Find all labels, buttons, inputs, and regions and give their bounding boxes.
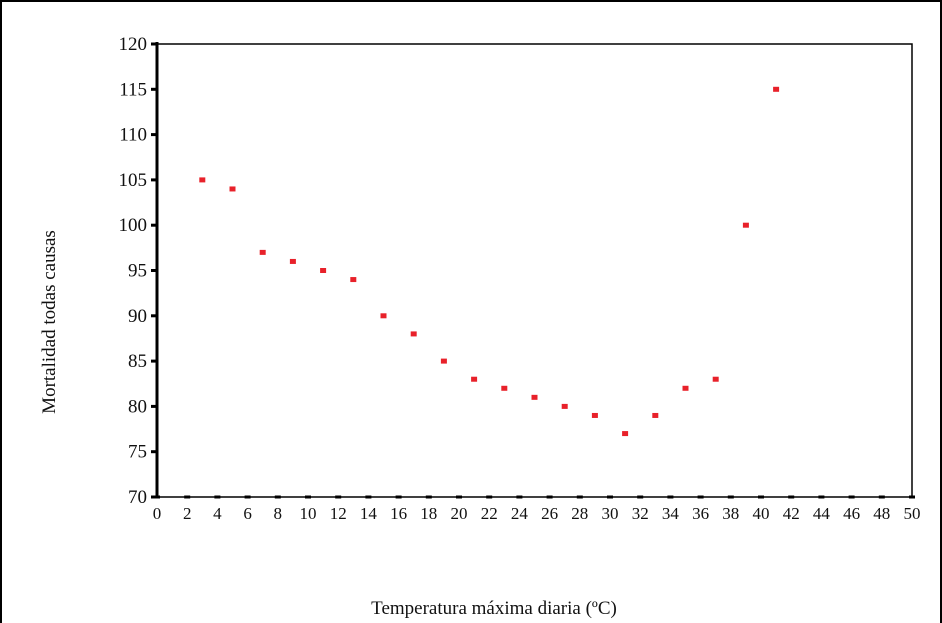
x-tick-label: 26	[541, 504, 558, 523]
data-point	[229, 186, 236, 192]
y-tick-label: 80	[128, 396, 147, 417]
x-tick-label: 0	[153, 504, 162, 523]
x-tick-label: 8	[274, 504, 283, 523]
y-tick-label: 75	[128, 442, 147, 463]
x-tick-label: 14	[360, 504, 378, 523]
x-tick-label: 38	[722, 504, 739, 523]
x-tick-label: 36	[692, 504, 709, 523]
x-tick-label: 4	[213, 504, 222, 523]
x-tick-label: 12	[330, 504, 347, 523]
x-tick-label: 48	[873, 504, 890, 523]
x-tick-label: 50	[904, 504, 921, 523]
x-tick-label: 40	[753, 504, 770, 523]
y-axis-label: Mortalidad todas causas	[39, 230, 60, 414]
y-tick-label: 105	[119, 170, 148, 191]
data-point	[591, 412, 598, 418]
data-point	[622, 431, 629, 437]
y-tick-label: 90	[128, 306, 147, 327]
data-point	[440, 358, 447, 364]
x-tick-label: 24	[511, 504, 529, 523]
x-tick-label: 34	[662, 504, 680, 523]
x-tick-label: 18	[420, 504, 437, 523]
data-point	[531, 394, 538, 400]
data-point	[289, 258, 296, 264]
data-point	[561, 403, 568, 409]
data-point	[410, 331, 417, 337]
y-axis-ticks: 70 75 80 85 90 95 100 105 110 115 120	[119, 34, 157, 508]
y-tick-label: 110	[119, 125, 147, 146]
x-axis-label: Temperatura máxima diaria (ºC)	[371, 598, 617, 619]
x-tick-label: 32	[632, 504, 649, 523]
plot-border	[156, 43, 913, 498]
data-point	[320, 268, 327, 273]
x-tick-label: 16	[390, 504, 407, 523]
data-point	[350, 277, 357, 283]
x-tick-label: 46	[843, 504, 860, 523]
x-tick-label: 20	[451, 504, 468, 523]
y-tick-label: 115	[119, 79, 147, 100]
x-tick-label: 2	[183, 504, 192, 523]
x-tick-label: 42	[783, 504, 800, 523]
y-tick-label: 100	[119, 215, 148, 236]
x-tick-label: 6	[243, 504, 252, 523]
axes	[155, 42, 913, 498]
x-axis-ticks: 0 2 4 6 8 10 12 14 16 18 20 22 24 26 28 30 32 34 36 38 40 42 4…	[153, 495, 921, 523]
data-points	[199, 86, 780, 437]
x-tick-label: 10	[300, 504, 317, 523]
data-point	[742, 222, 749, 228]
data-point	[199, 177, 206, 183]
x-tick-label: 44	[813, 504, 831, 523]
x-tick-label: 30	[602, 504, 619, 523]
data-point	[380, 313, 387, 319]
data-point	[501, 385, 508, 391]
x-tick-label: 22	[481, 504, 498, 523]
data-point	[712, 376, 719, 382]
y-tick-label: 120	[119, 34, 148, 55]
data-point	[652, 412, 659, 418]
y-tick-label: 95	[128, 261, 147, 282]
data-point	[773, 86, 780, 92]
data-point	[682, 385, 689, 391]
data-point	[471, 376, 478, 382]
x-tick-label: 28	[571, 504, 588, 523]
y-tick-label: 85	[128, 351, 147, 372]
y-tick-label: 70	[128, 487, 147, 508]
data-point	[259, 249, 266, 255]
